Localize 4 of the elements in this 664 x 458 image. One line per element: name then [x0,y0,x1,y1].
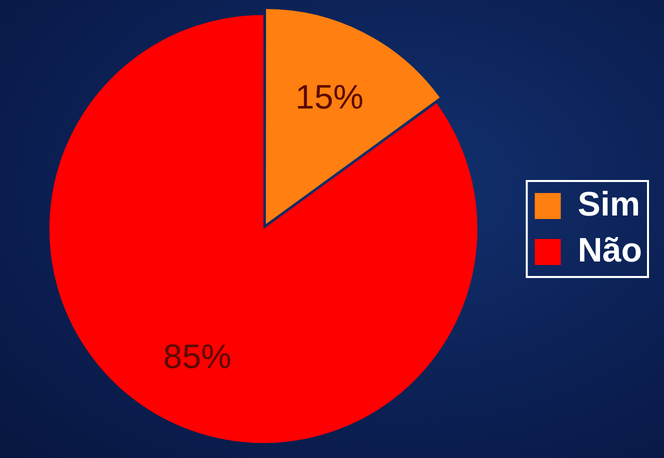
data-label: 15% [295,78,364,117]
legend-label: Sim [578,185,640,224]
legend-label: Não [578,231,642,270]
data-label: 85% [163,338,232,376]
